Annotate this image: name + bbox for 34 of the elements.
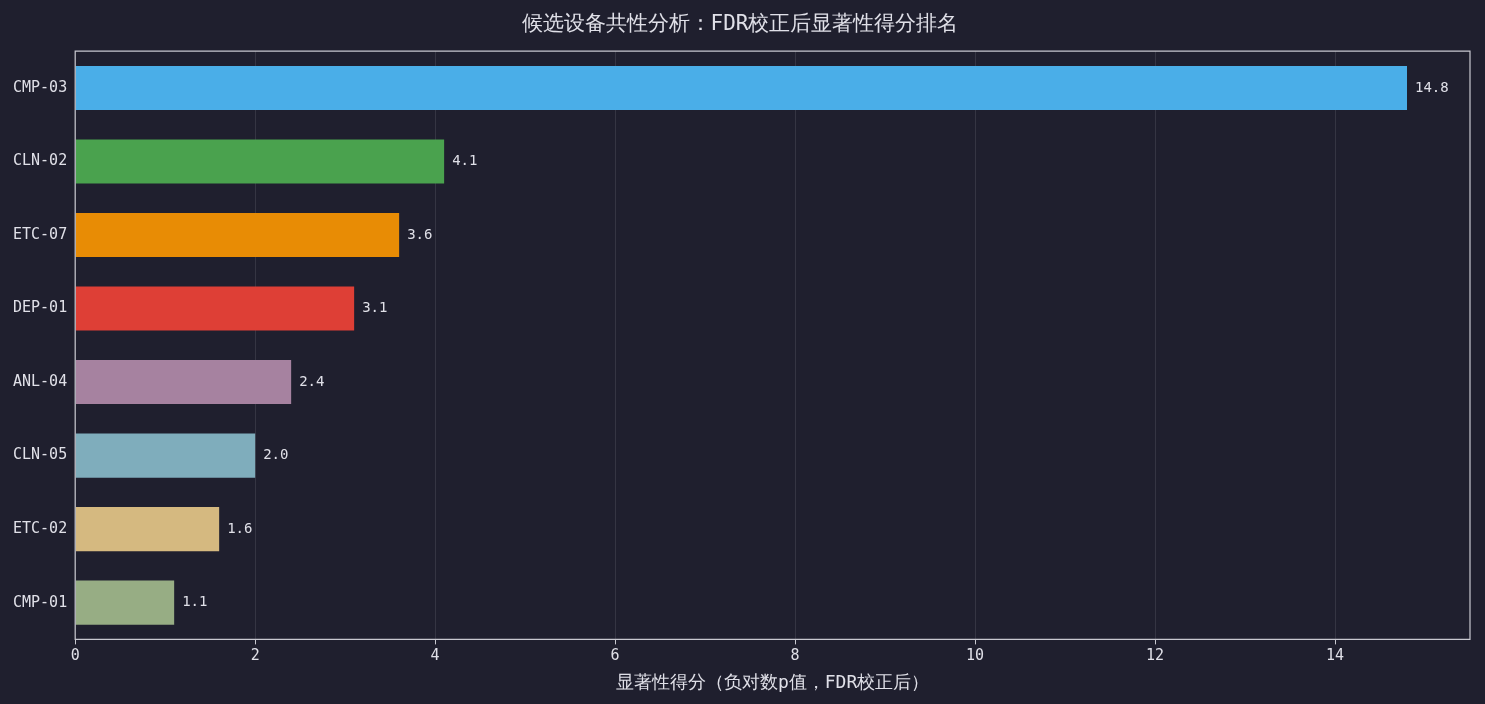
bar bbox=[75, 65, 1408, 111]
bar bbox=[75, 360, 292, 405]
y-tick-label: CLN-02 bbox=[13, 151, 68, 170]
x-tick-label: 10 bbox=[966, 646, 985, 665]
data-label: 3.6 bbox=[407, 225, 433, 242]
y-tick-label: CMP-01 bbox=[13, 592, 68, 611]
data-label: 1.1 bbox=[182, 593, 208, 610]
y-tick-label: ETC-07 bbox=[13, 224, 68, 243]
y-tick-label: CLN-05 bbox=[13, 445, 68, 464]
data-label: 2.4 bbox=[299, 372, 325, 389]
x-tick-label: 12 bbox=[1146, 646, 1165, 665]
bar bbox=[75, 507, 220, 552]
data-label: 3.1 bbox=[362, 299, 388, 316]
y-tick-label: ANL-04 bbox=[13, 371, 68, 390]
x-axis-title: 显著性得分（负对数p值，FDR校正后） bbox=[615, 670, 930, 692]
data-label: 4.1 bbox=[452, 152, 478, 169]
x-tick-label: 14 bbox=[1325, 646, 1345, 665]
x-tick-label: 0 bbox=[70, 646, 80, 665]
bar bbox=[75, 433, 256, 478]
chart-title: 候选设备共性分析：FDR校正后显著性得分排名 bbox=[521, 11, 959, 36]
bar bbox=[75, 139, 445, 184]
x-tick-label: 2 bbox=[250, 646, 260, 665]
x-tick-label: 8 bbox=[790, 646, 800, 665]
bar bbox=[75, 286, 355, 331]
data-label: 2.0 bbox=[263, 446, 289, 463]
bar bbox=[75, 212, 400, 258]
y-tick-label: DEP-01 bbox=[13, 298, 68, 317]
data-label: 14.8 bbox=[1415, 78, 1449, 95]
y-tick-label: ETC-02 bbox=[13, 519, 68, 537]
x-tick-label: 6 bbox=[610, 646, 620, 665]
bar bbox=[75, 580, 175, 625]
y-tick-label: CMP-03 bbox=[13, 77, 68, 96]
data-label: 1.6 bbox=[227, 519, 253, 536]
x-tick-label: 4 bbox=[430, 646, 440, 665]
